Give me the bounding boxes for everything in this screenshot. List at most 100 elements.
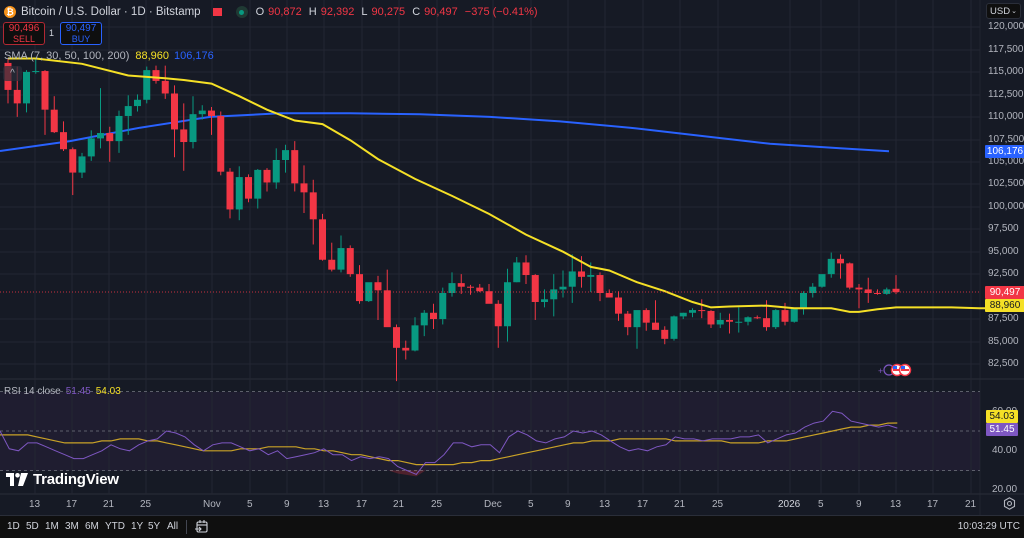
candle-body bbox=[559, 286, 567, 290]
candle-body bbox=[846, 263, 854, 288]
time-axis-tick: 9 bbox=[565, 499, 571, 510]
high-label: H bbox=[308, 6, 317, 18]
time-axis-tick: 13 bbox=[29, 499, 41, 510]
candle-body bbox=[198, 110, 206, 115]
candle-body bbox=[726, 319, 733, 322]
sma-50-line bbox=[8, 57, 998, 313]
candle-body bbox=[541, 299, 548, 302]
rsi-value: 51.45 bbox=[65, 386, 91, 397]
sma-value-yellow: 88,960 bbox=[135, 50, 170, 62]
candle-body bbox=[642, 310, 650, 323]
candle-body bbox=[69, 149, 77, 173]
price-axis-tick: 110,000 bbox=[988, 111, 1024, 122]
time-axis-tick: 17 bbox=[637, 499, 649, 510]
candle-body bbox=[328, 259, 336, 270]
collapse-legend-button[interactable]: ^ bbox=[3, 66, 22, 81]
candle-body bbox=[476, 287, 484, 292]
ohlc-values: O 90,872 H 92,392 L 90,275 C 90,497 −375 (−0.41%… bbox=[256, 6, 545, 18]
range-button-5y[interactable]: 5Y bbox=[148, 521, 161, 532]
candle-body bbox=[790, 308, 798, 322]
sell-button[interactable]: 90,496 SELL bbox=[3, 22, 45, 45]
candle-body bbox=[134, 99, 141, 107]
candle-body bbox=[171, 93, 178, 130]
candle-body bbox=[374, 282, 382, 291]
candle-body bbox=[494, 303, 502, 327]
candle-body bbox=[309, 192, 317, 220]
range-button-1y[interactable]: 1Y bbox=[131, 521, 144, 532]
buy-label: BUY bbox=[71, 33, 91, 44]
tradingview-logo-icon bbox=[6, 473, 28, 486]
sma-value-blue: 106,176 bbox=[174, 50, 214, 62]
candle-body bbox=[485, 291, 493, 304]
rsi-axis-badge: 51.45 bbox=[986, 423, 1018, 436]
time-axis-tick: 5 bbox=[818, 499, 824, 510]
candle-body bbox=[763, 318, 770, 328]
symbol-legend: ₿ Bitcoin / U.S. Dollar · 1D · Bitstamp … bbox=[4, 6, 545, 18]
candle-body bbox=[550, 289, 558, 300]
open-label: O bbox=[255, 6, 265, 18]
candle-body bbox=[605, 293, 613, 298]
settings-gear-icon[interactable] bbox=[1003, 497, 1016, 510]
goto-date-calendar-icon[interactable] bbox=[195, 519, 209, 534]
price-axis-tick: 95,000 bbox=[988, 246, 1019, 257]
candle-body bbox=[578, 271, 585, 277]
currency-selector[interactable]: USD ⌄ bbox=[986, 3, 1021, 19]
range-button-all[interactable]: All bbox=[167, 521, 179, 532]
symbol-title[interactable]: Bitcoin / U.S. Dollar · 1D · Bitstamp bbox=[21, 6, 201, 18]
price-axis-tick: 120,000 bbox=[988, 21, 1024, 32]
currency-label: USD bbox=[990, 5, 1011, 17]
candle-body bbox=[864, 289, 872, 294]
candle-body bbox=[587, 275, 595, 277]
time-axis-tick: 13 bbox=[890, 499, 902, 510]
candle-body bbox=[874, 293, 881, 295]
candle-body bbox=[180, 129, 188, 143]
price-axis-badge: 90,497 bbox=[985, 286, 1024, 299]
price-axis-tick: 87,500 bbox=[988, 313, 1019, 324]
range-button-6m[interactable]: 6M bbox=[85, 521, 99, 532]
time-axis-tick: 9 bbox=[284, 499, 290, 510]
candle-body bbox=[596, 275, 604, 294]
candle-body bbox=[60, 132, 67, 150]
candle-body bbox=[439, 293, 447, 320]
market-status-icon[interactable] bbox=[235, 6, 248, 18]
candle-body bbox=[827, 258, 835, 275]
candle-body bbox=[615, 297, 622, 314]
candle-body bbox=[254, 169, 262, 199]
candle-body bbox=[652, 322, 659, 330]
rsi-ma-value: 54.03 bbox=[95, 386, 121, 397]
rsi-axis-badge: 54.03 bbox=[986, 410, 1018, 423]
rsi-axis-tick: 20.00 bbox=[992, 484, 1018, 495]
candle-body bbox=[772, 310, 780, 328]
rsi-axis-tick: 40.00 bbox=[992, 445, 1018, 456]
range-button-5d[interactable]: 5D bbox=[26, 521, 39, 532]
candle-body bbox=[411, 325, 419, 351]
rsi-legend[interactable]: RSI 14 close 51.45 54.03 bbox=[4, 386, 121, 397]
range-button-3m[interactable]: 3M bbox=[65, 521, 79, 532]
candle-body bbox=[504, 282, 511, 327]
candle-body bbox=[272, 160, 280, 183]
candle-body bbox=[892, 288, 900, 293]
price-axis-tick: 107,500 bbox=[988, 134, 1024, 145]
candle-body bbox=[670, 316, 678, 339]
time-axis-tick: Nov bbox=[203, 499, 221, 510]
time-axis-tick: Dec bbox=[484, 499, 502, 510]
flag-icon[interactable] bbox=[212, 8, 222, 16]
candle-body bbox=[531, 275, 539, 302]
sma-legend[interactable]: SMA (7, 30, 50, 100, 200) 88,960 106,176 bbox=[4, 50, 214, 62]
candle-body bbox=[41, 71, 49, 110]
candle-body bbox=[13, 89, 21, 104]
buy-button[interactable]: 90,497 BUY bbox=[60, 22, 102, 45]
price-axis-tick: 115,000 bbox=[988, 66, 1024, 77]
clock-utc[interactable]: 10:03:29 UTC bbox=[957, 521, 1020, 532]
range-button-1d[interactable]: 1D bbox=[7, 521, 20, 532]
range-button-ytd[interactable]: YTD bbox=[105, 521, 125, 532]
us-flag-stripe bbox=[901, 369, 909, 371]
candle-body bbox=[781, 310, 789, 322]
event-plus-icon: + bbox=[878, 366, 883, 376]
range-button-1m[interactable]: 1M bbox=[45, 521, 59, 532]
open-value: 90,872 bbox=[268, 6, 302, 18]
tradingview-logo[interactable]: TradingView bbox=[6, 471, 119, 488]
spread-value: 1 bbox=[49, 28, 55, 38]
